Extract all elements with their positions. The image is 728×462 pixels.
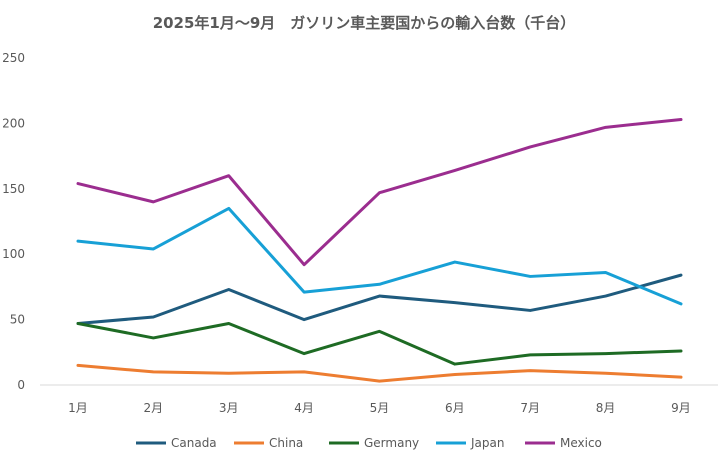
y-tick-label: 250 <box>2 51 25 65</box>
x-tick-label: 5月 <box>370 401 390 415</box>
y-tick-label: 200 <box>2 116 25 130</box>
legend: Canada China Germany Japan Mexico <box>136 436 602 450</box>
series-line-china <box>76 363 683 383</box>
y-axis: 0 50 100 150 200 250 <box>2 51 25 392</box>
legend-label-japan: Japan <box>470 436 504 450</box>
series-line-mexico <box>76 117 683 267</box>
x-tick-label: 6月 <box>445 401 465 415</box>
legend-label-canada: Canada <box>171 436 217 450</box>
y-tick-label: 0 <box>17 378 25 392</box>
x-axis: 1月 2月 3月 4月 5月 6月 7月 8月 9月 <box>68 401 691 415</box>
x-tick-label: 2月 <box>144 401 164 415</box>
x-tick-label: 3月 <box>219 401 239 415</box>
y-tick-label: 150 <box>2 182 25 196</box>
legend-label-mexico: Mexico <box>560 436 602 450</box>
x-tick-label: 8月 <box>596 401 616 415</box>
y-tick-label: 100 <box>2 247 25 261</box>
x-tick-label: 4月 <box>294 401 314 415</box>
x-tick-label: 1月 <box>68 401 88 415</box>
series-line-germany <box>76 322 683 366</box>
x-tick-label: 7月 <box>520 401 540 415</box>
legend-label-germany: Germany <box>364 436 419 450</box>
y-tick-label: 50 <box>10 313 25 327</box>
series-line-canada <box>76 273 683 326</box>
legend-label-china: China <box>269 436 303 450</box>
chart-title: 2025年1月〜9月 ガソリン車主要国からの輸入台数（千台） <box>153 14 576 32</box>
plot-area <box>76 117 683 383</box>
x-tick-label: 9月 <box>671 401 691 415</box>
series-line-japan <box>76 206 683 306</box>
